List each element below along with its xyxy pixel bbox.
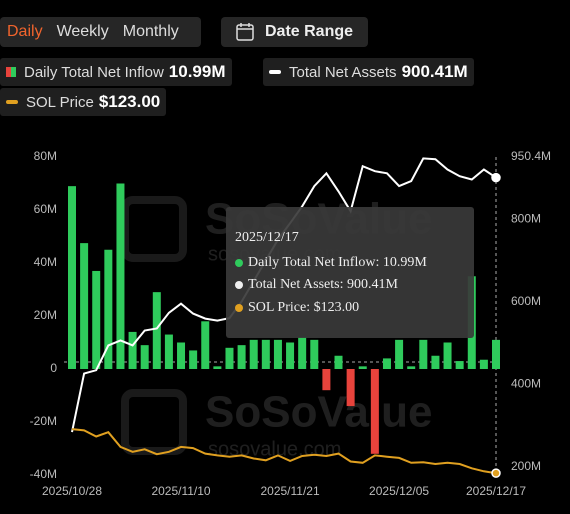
bar	[164, 334, 173, 369]
bar	[80, 243, 89, 369]
bar	[370, 369, 379, 454]
y-tick-label: 60M	[34, 202, 57, 216]
point-marker	[491, 468, 501, 478]
watermark: SoSoValue	[205, 195, 432, 244]
bar	[104, 249, 113, 369]
y2-tick-label: 200M	[511, 459, 541, 473]
legend-value: 900.41M	[401, 62, 468, 81]
bar	[492, 339, 500, 369]
bar	[322, 369, 331, 391]
y-tick-label: -20M	[30, 414, 57, 428]
legend-swatch	[6, 67, 16, 77]
bar	[273, 339, 282, 369]
bar	[116, 183, 125, 369]
calendar-icon	[236, 23, 254, 41]
line	[71, 428, 497, 475]
x-tick-label: 2025/10/28	[42, 484, 102, 498]
bar	[382, 358, 391, 369]
x-tick-label: 2025/11/10	[151, 484, 210, 498]
bar	[407, 366, 416, 369]
legend-item[interactable]: Daily Total Net Inflow 10.99M	[0, 58, 232, 86]
bar	[298, 337, 307, 369]
bar	[237, 345, 246, 369]
tab[interactable]: Weekly	[56, 23, 109, 40]
bar	[443, 342, 452, 369]
bar	[92, 270, 101, 369]
tooltip-box	[226, 207, 474, 338]
bar	[152, 292, 161, 369]
watermark-logo	[121, 389, 187, 455]
bar	[346, 369, 355, 407]
tooltip-date: 2025/12/17	[235, 230, 299, 245]
bar	[334, 355, 343, 369]
y2-tick-label: 400M	[511, 376, 541, 390]
tab[interactable]: Monthly	[122, 23, 179, 40]
x-tick-label: 2025/12/05	[369, 484, 429, 498]
watermark: SoSoValue	[205, 388, 432, 437]
bar	[358, 366, 367, 369]
tooltip-row: Total Net Assets: 900.41M	[248, 277, 398, 292]
bar	[128, 331, 137, 369]
bar	[286, 342, 295, 369]
watermark: sosovalue.com	[208, 243, 341, 265]
y-tick-label: -40M	[30, 467, 57, 481]
legend-label: Daily Total Net Inflow	[24, 63, 164, 81]
bar	[395, 339, 404, 369]
x-tick-label: 2025/12/17	[466, 484, 526, 498]
bar	[225, 347, 234, 369]
tooltip-row: SOL Price: $123.00	[248, 300, 359, 315]
bar	[467, 276, 476, 369]
bar	[261, 339, 270, 369]
bar	[310, 339, 319, 369]
legend-label: SOL Price	[26, 93, 94, 111]
bar	[479, 359, 488, 369]
x-tick-label: 2025/11/21	[260, 484, 319, 498]
tooltip-dot	[235, 259, 243, 267]
y2-tick-label: 950.4M	[511, 149, 551, 163]
bar	[213, 366, 222, 369]
legend-swatch	[6, 100, 18, 104]
legend-value: $123.00	[98, 92, 161, 111]
legend-item[interactable]: SOL Price $123.00	[0, 88, 167, 116]
y-tick-label: 40M	[34, 255, 57, 269]
y-tick-label: 20M	[34, 308, 57, 322]
bar	[140, 345, 149, 369]
bar	[189, 350, 198, 369]
y-tick-label: 0	[50, 361, 57, 375]
legend-value: 10.99M	[168, 62, 226, 81]
point-marker	[491, 172, 501, 183]
bar	[455, 361, 464, 369]
bar	[201, 321, 210, 369]
tooltip-dot	[235, 281, 243, 289]
watermark: sosovalue.com	[208, 438, 341, 460]
tooltip-dot	[235, 304, 243, 312]
bar	[419, 339, 428, 369]
watermark-logo	[121, 196, 187, 262]
legend-label: Total Net Assets	[289, 63, 397, 81]
bar	[177, 342, 186, 369]
y-tick-label: 80M	[34, 149, 57, 163]
bar	[249, 339, 258, 369]
bar	[68, 186, 76, 369]
y2-tick-label: 800M	[511, 211, 541, 225]
bar	[431, 355, 440, 369]
date-range-button[interactable]: Date Range	[221, 17, 368, 47]
tab[interactable]: Daily	[7, 23, 43, 40]
tooltip-row: Daily Total Net Inflow: 10.99M	[248, 255, 427, 270]
legend-swatch	[269, 70, 281, 74]
line	[71, 157, 497, 433]
interval-tabs: Daily Weekly Monthly	[0, 17, 201, 47]
legend-item[interactable]: Total Net Assets 900.41M	[263, 58, 474, 86]
date-range-label: Date Range	[265, 23, 354, 40]
y2-tick-label: 600M	[511, 294, 541, 308]
